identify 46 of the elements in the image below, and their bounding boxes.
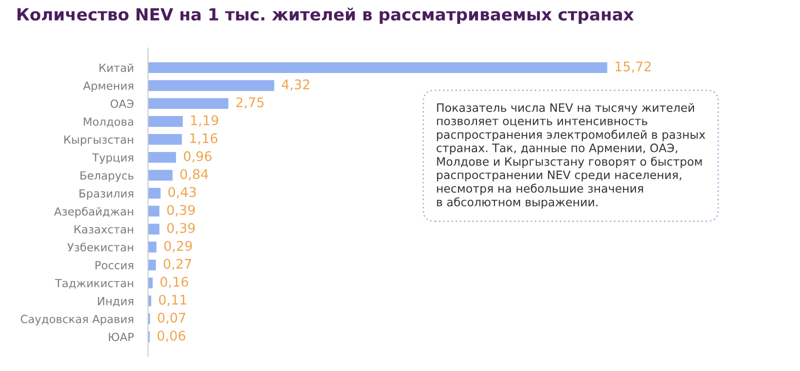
data-label: 0,39 [167, 205, 195, 216]
y-tick-label: Китай [100, 63, 134, 72]
data-label: 15,72 [616, 61, 651, 73]
y-tick-label: Турция [92, 153, 134, 164]
y-tick-label: Азербайджан [54, 206, 134, 218]
y-tick-label: ЮАР [108, 332, 134, 342]
bar [148, 80, 274, 91]
y-tick-label: Узбекистан [67, 242, 134, 252]
bar [148, 242, 156, 252]
bar [148, 206, 160, 217]
bar [148, 170, 173, 181]
bar [148, 260, 156, 270]
data-label: 0,96 [184, 151, 212, 163]
bar [148, 134, 182, 145]
data-label: 4,32 [282, 79, 310, 91]
data-label: 0,07 [158, 312, 186, 324]
data-label: 1,16 [190, 133, 218, 145]
data-label: 0,39 [167, 222, 195, 234]
data-label: 0,16 [160, 276, 188, 288]
data-label: 0,27 [164, 258, 192, 270]
y-tick-label: Казахстан [74, 225, 134, 234]
bar [148, 116, 183, 127]
data-label: 0,11 [159, 294, 186, 306]
data-label: 1,19 [191, 115, 218, 127]
y-tick-label: Таджикистан [54, 279, 134, 289]
bar [148, 224, 160, 234]
y-tick-label: Армения [83, 82, 134, 92]
data-label: 0,84 [180, 169, 208, 180]
annotation: Показатель числа NEV на тысячу жителей позволяет оценить интенсивность распространения электромобилей в разных странах. Так, данные по Армении, ОАЭ, Молдове и Кыргызстану говорят о быстром распространении NEV среди населения, несмотря на небольшие значения в абсолютном выражении. [436, 103, 706, 209]
data-label: 0,43 [168, 187, 196, 198]
y-tick-label: ОАЭ [110, 99, 134, 108]
y-tick-label: Бразилия [80, 189, 134, 200]
y-tick-label: Кыргызстан [64, 136, 134, 146]
data-label: 2,75 [236, 97, 264, 109]
y-tick-label: Беларусь [80, 171, 134, 182]
data-label: 0,29 [164, 240, 192, 252]
y-tick-label: Россия [96, 261, 134, 270]
bar [148, 62, 608, 73]
bar [148, 188, 161, 199]
y-tick-label: Саудовская Аравия [20, 314, 134, 326]
y-tick-label: Индия [98, 297, 134, 307]
bar [148, 98, 228, 109]
chart-title: Количество NEV на 1 тыс. жителей в рассматриваемых странах [18, 8, 634, 24]
data-label: 0,06 [158, 330, 186, 342]
bar [148, 152, 176, 163]
y-tick-label: Молдова [84, 118, 134, 128]
